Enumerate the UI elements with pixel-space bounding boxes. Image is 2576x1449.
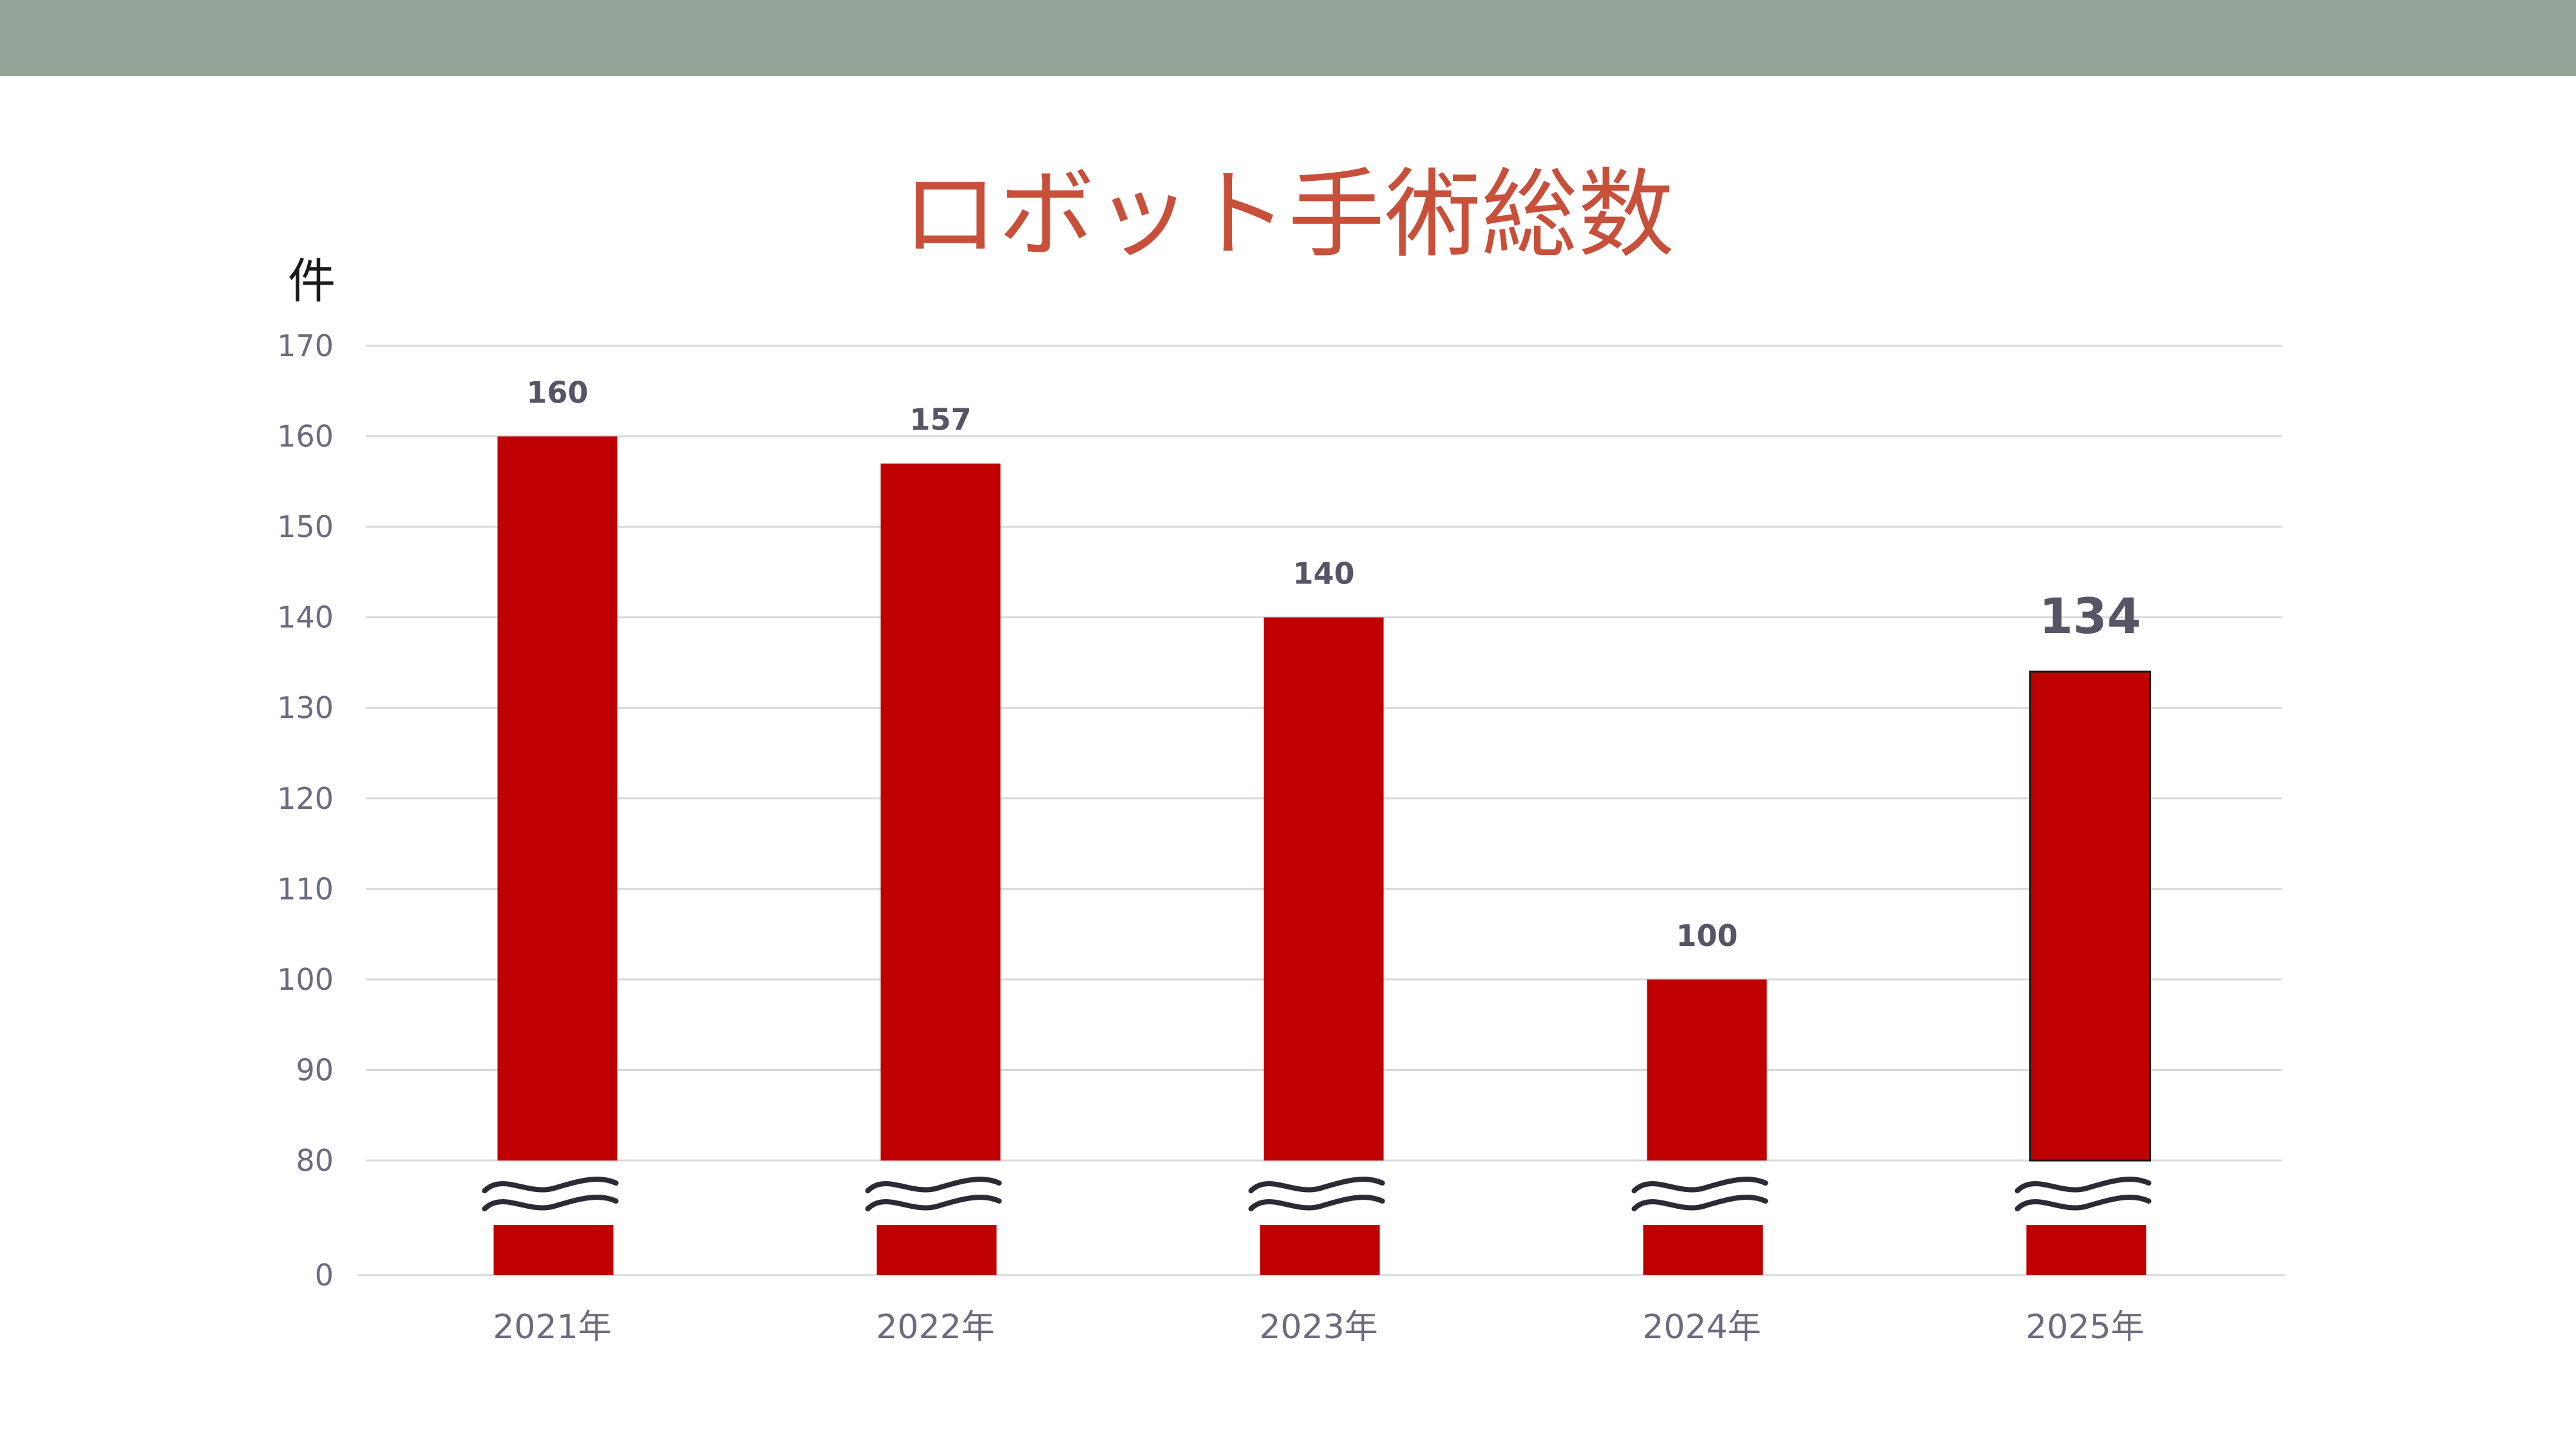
data-labels: 160 157 140 100 134 <box>526 375 2141 953</box>
top-banner <box>0 0 2576 76</box>
bar-lower-stub <box>1643 1225 1763 1275</box>
y-tick-label: 90 <box>296 1052 334 1087</box>
axis-break-mark <box>482 1177 619 1193</box>
y-tick-label: 120 <box>277 781 334 816</box>
y-tick-label: 130 <box>277 690 334 725</box>
y-tick-label: 100 <box>277 962 334 997</box>
y-axis-ticks: 0 80 90 100 110 120 130 140 150 160 170 <box>277 328 334 1293</box>
axis-break-mark <box>865 1177 1002 1193</box>
y-tick-label: 140 <box>277 600 334 635</box>
axis-break-marks <box>482 1177 2152 1211</box>
axis-break-mark <box>2014 1195 2152 1211</box>
bar-lower-stub <box>493 1225 614 1275</box>
y-tick-label: 80 <box>296 1143 334 1178</box>
axis-break-mark <box>865 1195 1002 1211</box>
data-label: 157 <box>909 402 971 437</box>
bar-lower-stub <box>2026 1225 2146 1275</box>
x-category-label: 2022年 <box>876 1308 994 1347</box>
y-tick-label: 170 <box>277 328 334 363</box>
chart-title: ロボット手術総数 <box>902 159 1674 271</box>
axis-break-mark <box>1631 1195 1768 1211</box>
x-category-label: 2023年 <box>1259 1308 1378 1347</box>
y-tick-label: 160 <box>277 419 334 454</box>
bar-lower-stub <box>876 1225 997 1275</box>
bar-upper <box>1264 617 1384 1160</box>
axis-break-mark <box>1631 1177 1768 1193</box>
x-axis-categories: 2021年 2022年 2023年 2024年 2025年 <box>493 1308 2144 1347</box>
y-tick-label: 150 <box>277 509 334 544</box>
axis-break-mark <box>1248 1177 1385 1193</box>
bar-lower-stub <box>1260 1225 1380 1275</box>
y-tick-label: 0 <box>315 1258 334 1293</box>
x-category-label: 2025年 <box>2025 1308 2144 1347</box>
x-category-label: 2024年 <box>1642 1308 1761 1347</box>
x-category-label: 2021年 <box>493 1308 611 1347</box>
data-label: 140 <box>1293 556 1354 591</box>
bar-upper <box>1647 979 1767 1160</box>
bar-upper <box>880 463 1001 1161</box>
data-label: 100 <box>1676 918 1738 953</box>
bar-upper <box>2029 670 2151 1162</box>
axis-break-mark <box>482 1195 619 1211</box>
y-axis-unit-label: 件 <box>288 254 336 309</box>
bars <box>493 436 2151 1275</box>
bar-upper <box>497 436 618 1160</box>
y-tick-label: 110 <box>277 871 334 906</box>
axis-break-mark <box>2014 1177 2152 1193</box>
axis-break-mark <box>1248 1195 1385 1211</box>
data-label: 134 <box>2039 587 2141 645</box>
data-label: 160 <box>526 375 588 410</box>
